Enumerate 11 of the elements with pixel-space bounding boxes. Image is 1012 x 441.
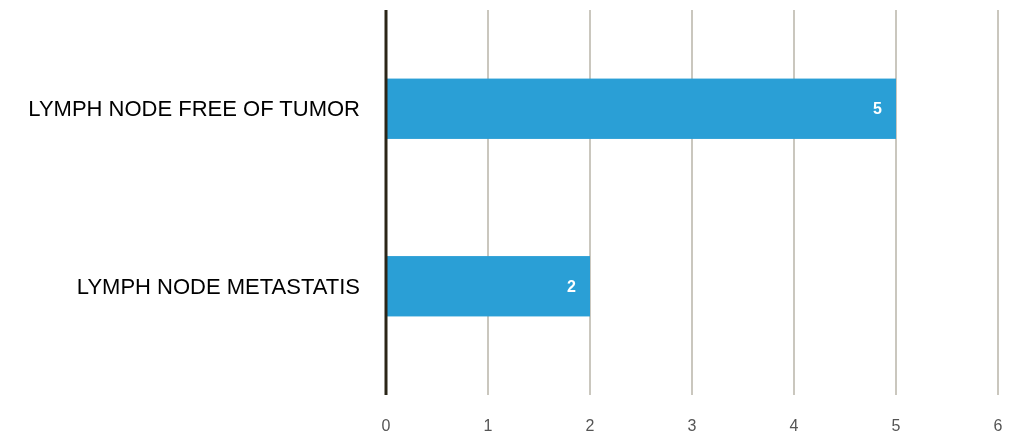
x-tick-label: 4 (789, 417, 799, 434)
data-label: 2 (567, 277, 577, 295)
y-tick-label: LYMPH NODE FREE OF TUMOR (28, 96, 360, 122)
x-tick-label: 3 (687, 417, 697, 434)
data-label: 5 (873, 100, 883, 118)
x-tick-label: 2 (585, 417, 595, 434)
x-tick-label: 5 (891, 417, 901, 434)
x-tick-label: 0 (381, 417, 391, 434)
x-tick-label: 6 (993, 417, 1003, 434)
x-tick-label: 1 (483, 417, 493, 434)
y-tick-label: LYMPH NODE METASTATIS (76, 273, 360, 299)
